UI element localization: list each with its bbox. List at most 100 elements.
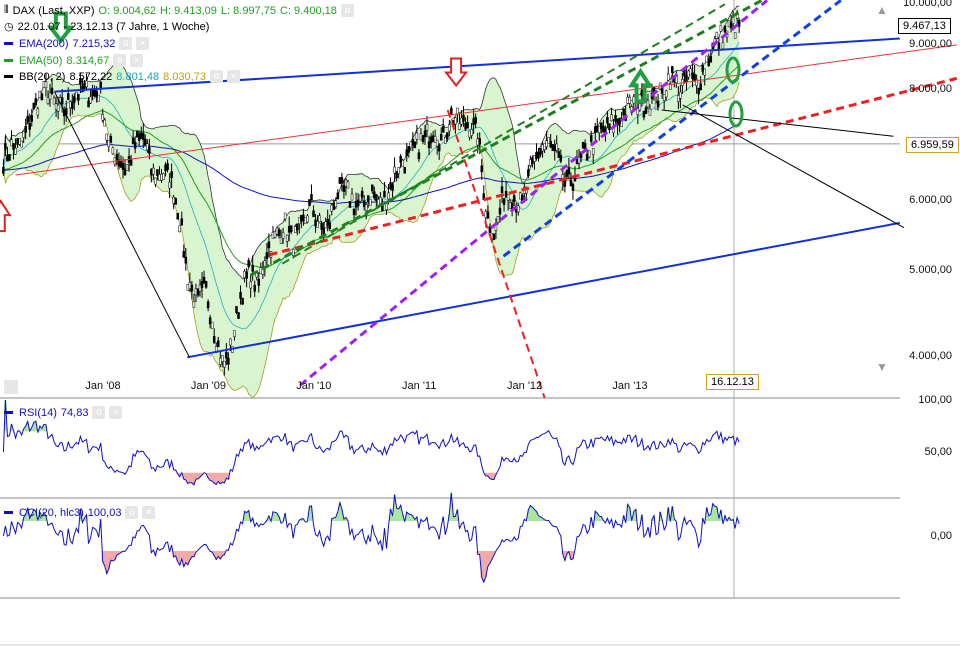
candle-body (559, 154, 563, 162)
candle-body (271, 231, 275, 239)
cci-value: 100,03 (87, 506, 122, 519)
candle-body (533, 155, 536, 162)
candle-body (543, 143, 546, 151)
candle-body (38, 90, 42, 98)
candle-body (693, 73, 696, 81)
candle-body (557, 151, 561, 158)
candle-body (170, 171, 173, 178)
high-value: H: 9.413,09 (160, 4, 217, 17)
settings-icon[interactable]: o (92, 406, 106, 419)
candle-body (648, 108, 652, 116)
candle-body (10, 139, 13, 147)
candle-body (448, 124, 451, 132)
candle-body (176, 212, 179, 220)
close-icon[interactable]: × (142, 506, 156, 519)
candle-body (358, 194, 362, 202)
candle-body (12, 143, 15, 150)
candle-body (492, 233, 496, 241)
candle-body (379, 197, 382, 204)
candle-body (450, 107, 453, 115)
expand-icon[interactable] (4, 380, 18, 394)
candle-body (581, 141, 585, 149)
candle-body (656, 100, 660, 108)
candle-body (196, 288, 200, 296)
last-price-tag: 9.467,13 (898, 18, 951, 34)
candle-body (512, 195, 516, 203)
arrow-up-icon (627, 67, 654, 104)
candle-body (221, 355, 224, 362)
candle-body (300, 215, 303, 222)
circle-marker (725, 56, 741, 84)
candle-body (69, 101, 72, 108)
scroll-down-icon[interactable]: ▼ (876, 360, 888, 374)
close-icon[interactable]: × (109, 406, 123, 419)
candle-body (154, 177, 157, 185)
settings-icon[interactable]: o (125, 506, 139, 519)
arrow-down-icon (444, 57, 469, 88)
candle-body (701, 65, 704, 72)
price-tick: 5.000,00 (909, 264, 952, 277)
open-value: O: 9.004,62 (98, 4, 157, 17)
candle-body (281, 232, 285, 239)
candle-body (395, 171, 398, 178)
candle-body (294, 226, 297, 233)
legend-rsi: RSI(14) 74,83 o × (4, 406, 123, 419)
ema50-value: 8.314,67 (66, 54, 110, 67)
candle-body (439, 133, 443, 141)
candle-body (654, 102, 658, 110)
rsi-tick: 50,00 (924, 446, 952, 458)
candle-body (235, 306, 238, 313)
candle-body (306, 215, 309, 223)
candle-body (146, 143, 149, 151)
candle-body (387, 192, 390, 200)
trendline (187, 221, 901, 359)
candle-body (338, 177, 342, 184)
candle-body (703, 68, 706, 76)
candle-body (227, 357, 230, 365)
candle-body (614, 115, 617, 122)
candle-body (115, 153, 119, 161)
close-icon[interactable]: × (130, 54, 144, 67)
trendline (502, 0, 842, 258)
price-tick: 9.000,00 (909, 37, 952, 50)
trendline (54, 37, 900, 93)
bb-upper-value: 8.801,48 (116, 70, 160, 83)
candle-body (206, 301, 210, 309)
settings-icon[interactable]: o (209, 70, 223, 83)
candle-body (210, 321, 214, 329)
settings-icon[interactable]: o (113, 54, 127, 67)
candle-body (267, 241, 271, 249)
settings-icon[interactable]: o (119, 37, 133, 50)
close-icon[interactable]: × (226, 70, 240, 83)
candle-body (36, 108, 40, 116)
settings-icon[interactable]: o (340, 4, 354, 17)
candle-body (279, 237, 283, 244)
candle-body (480, 165, 484, 173)
candle-body (56, 104, 60, 112)
candle-body (180, 218, 184, 226)
date-tick: Jan '12 (507, 380, 543, 392)
candle-body (555, 143, 558, 151)
candle-body (4, 142, 7, 150)
date-tick: Jan '08 (85, 380, 121, 392)
candle-body (529, 159, 532, 166)
candle-body (328, 222, 331, 229)
candle-body (150, 168, 153, 176)
candle-body (97, 94, 100, 102)
rsi-tick: 100,00 (918, 394, 952, 406)
candle-body (137, 134, 141, 141)
candle-body (591, 148, 595, 155)
close-value: C: 9.400,18 (279, 4, 337, 17)
candle-body (107, 140, 111, 147)
candle-body (458, 123, 461, 130)
close-icon[interactable]: × (136, 37, 150, 50)
candle-body (178, 225, 181, 233)
candle-body (602, 125, 605, 133)
candle-body (666, 73, 670, 81)
candle-body (50, 87, 54, 95)
candle-body (646, 100, 650, 108)
candle-body (40, 93, 44, 101)
scroll-up-icon[interactable]: ▲ (876, 3, 888, 17)
candle-body (308, 199, 311, 206)
